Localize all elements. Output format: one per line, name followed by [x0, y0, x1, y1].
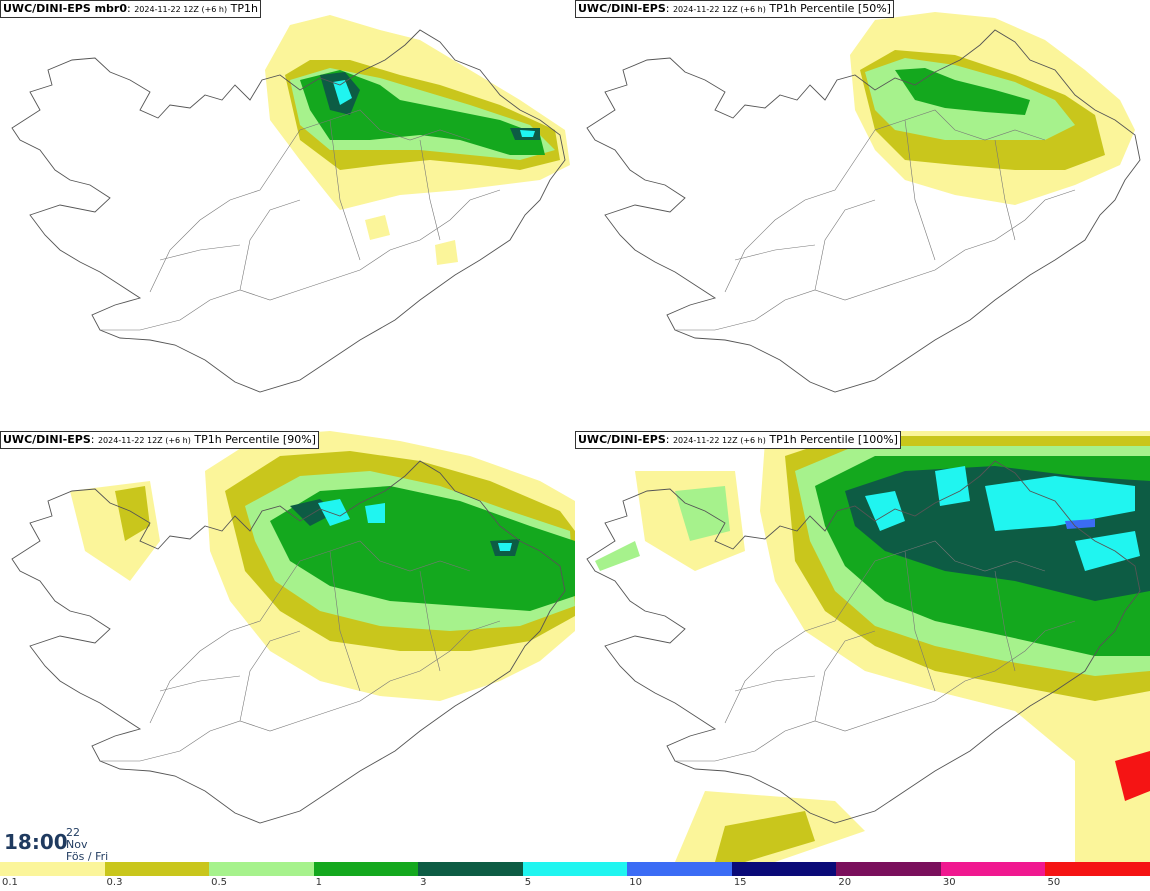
legend-tick-label: 30: [942, 877, 956, 888]
legend-tick-label: 10: [629, 877, 642, 888]
legend-swatch: [940, 862, 1046, 876]
legend-tick-label: 0.5: [211, 877, 227, 888]
panel-field: TP1h: [230, 2, 258, 15]
legend-swatch: [1045, 862, 1150, 876]
panel-title: UWC/DINI-EPS mbr0: 2024-11-22 12Z (+6 h)…: [0, 0, 261, 18]
valid-time-box: 18:00 22 Nov Fös / Fri: [0, 826, 135, 863]
panel-run: 2024-11-22 12Z (+6 h): [672, 5, 766, 14]
valid-weekday: Fös / Fri: [66, 850, 109, 863]
legend-swatch: [418, 862, 523, 876]
legend-tick-label: 5: [524, 877, 532, 888]
panel-title: UWC/DINI-EPS: 2024-11-22 12Z (+6 h) TP1h…: [0, 431, 319, 449]
panel-title: UWC/DINI-EPS: 2024-11-22 12Z (+6 h) TP1h…: [575, 0, 894, 18]
precip-map: [586, 12, 1141, 393]
legend-swatch: [0, 862, 105, 876]
panel-run: 2024-11-22 12Z (+6 h): [97, 436, 191, 445]
legend-swatch: [209, 862, 314, 876]
map-panel-p90: UWC/DINI-EPS: 2024-11-22 12Z (+6 h) TP1h…: [0, 431, 575, 862]
color-legend: [0, 862, 1150, 876]
legend-tick-label: 0.1: [2, 877, 18, 888]
precip-map: [11, 15, 570, 393]
panel-model: UWC/DINI-EPS: [3, 433, 91, 446]
legend-swatch: [522, 862, 628, 876]
legend-tick-label: 3: [420, 877, 427, 888]
legend-tick-label: 50: [1047, 877, 1061, 888]
panel-run: 2024-11-22 12Z (+6 h): [134, 5, 228, 14]
legend-ticks: 0.1 0.3 0.5 1 3 5 10 15 20 30 50: [0, 877, 1150, 891]
valid-time: 18:00: [4, 830, 68, 854]
panel-field: TP1h Percentile [100%]: [769, 433, 898, 446]
panel-model: UWC/DINI-EPS: [578, 433, 666, 446]
legend-swatch: [104, 862, 210, 876]
valid-day: 22: [66, 826, 80, 839]
panel-model: UWC/DINI-EPS mbr0: [3, 2, 127, 15]
precip-map: [11, 431, 575, 824]
legend-tick-label: 20: [838, 877, 852, 888]
legend-swatch: [731, 862, 837, 876]
valid-month: Nov: [66, 838, 88, 851]
panel-model: UWC/DINI-EPS: [578, 2, 666, 15]
legend-tick-label: 0.3: [106, 877, 123, 888]
map-panel-member0: UWC/DINI-EPS mbr0: 2024-11-22 12Z (+6 h)…: [0, 0, 575, 431]
map-panel-p50: UWC/DINI-EPS: 2024-11-22 12Z (+6 h) TP1h…: [575, 0, 1150, 431]
legend-swatch: [627, 862, 732, 876]
legend-swatch: [836, 862, 941, 876]
legend-tick-label: 15: [733, 877, 747, 888]
panel-title: UWC/DINI-EPS: 2024-11-22 12Z (+6 h) TP1h…: [575, 431, 901, 449]
map-panel-p100: UWC/DINI-EPS: 2024-11-22 12Z (+6 h) TP1h…: [575, 431, 1150, 862]
legend-tick-label: 1: [315, 877, 322, 888]
panel-field: TP1h Percentile [90%]: [194, 433, 316, 446]
panel-run: 2024-11-22 12Z (+6 h): [672, 436, 766, 445]
panel-field: TP1h Percentile [50%]: [769, 2, 891, 15]
legend-swatch: [313, 862, 419, 876]
precip-map: [586, 431, 1150, 862]
